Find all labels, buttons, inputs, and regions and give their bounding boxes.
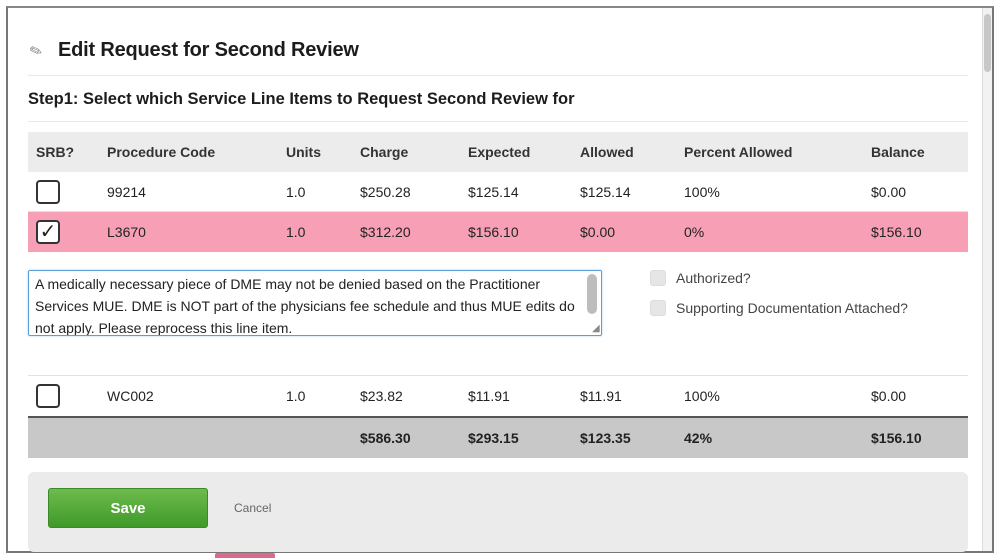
- allowed: $125.14: [580, 183, 631, 200]
- charge: $312.20: [360, 224, 411, 240]
- step-title: Step1: Select which Service Line Items t…: [28, 90, 575, 108]
- srb-checkbox[interactable]: [36, 179, 60, 204]
- col-allowed: Allowed: [580, 144, 634, 160]
- save-button[interactable]: Save: [48, 488, 208, 528]
- col-expected: Expected: [468, 144, 531, 160]
- procedure-code: WC002: [107, 388, 154, 404]
- window-scrollbar[interactable]: [982, 8, 992, 551]
- charge: $23.82: [360, 388, 403, 404]
- step-heading: Step1: Select which Service Line Items t…: [28, 78, 968, 122]
- table-row: WC002 1.0 $23.82 $11.91 $11.91 100% $0.0…: [28, 376, 968, 416]
- total-expected: $293.15: [468, 430, 519, 446]
- total-allowed: $123.35: [580, 430, 631, 446]
- total-percent-allowed: 42%: [684, 430, 713, 446]
- srb-checkbox-checked[interactable]: ✓: [36, 220, 60, 244]
- expected: $11.91: [468, 388, 510, 404]
- units: 1.0: [286, 224, 306, 240]
- supporting-docs-label: Supporting Documentation Attached?: [676, 300, 908, 316]
- allowed: $11.91: [580, 388, 622, 404]
- balance: $156.10: [871, 224, 922, 240]
- service-line-table: SRB? Procedure Code Units Charge Expecte…: [28, 132, 968, 458]
- col-procedure-code: Procedure Code: [107, 144, 216, 160]
- col-units: Units: [286, 144, 321, 160]
- total-charge: $586.30: [360, 430, 411, 446]
- col-percent-allowed: Percent Allowed: [684, 144, 793, 160]
- table-header-row: SRB? Procedure Code Units Charge Expecte…: [28, 132, 968, 172]
- procedure-code: 99214: [107, 183, 146, 200]
- modal-header: ✎ Edit Request for Second Review: [27, 26, 968, 76]
- cancel-link[interactable]: Cancel: [234, 501, 272, 515]
- totals-row: $586.30 $293.15 $123.35 42% $156.10: [28, 416, 968, 458]
- second-review-details: A medically necessary piece of DME may n…: [28, 252, 968, 376]
- table-row-selected: ✓ L3670 1.0 $312.20 $156.10 $0.00 0% $15…: [28, 212, 968, 252]
- balance: $0.00: [871, 183, 907, 200]
- units: 1.0: [286, 183, 306, 200]
- modal-frame: ✎ Edit Request for Second Review Step1: …: [6, 6, 994, 553]
- units: 1.0: [286, 388, 306, 404]
- scrollbar-thumb[interactable]: [984, 14, 991, 72]
- textarea-scroll-thumb[interactable]: [587, 274, 597, 314]
- supporting-docs-checkbox[interactable]: [650, 300, 666, 316]
- authorized-option[interactable]: Authorized?: [650, 270, 751, 286]
- expected: $156.10: [468, 224, 519, 240]
- top-strip: [0, 0, 998, 6]
- resize-grip-icon[interactable]: ◢: [592, 323, 600, 334]
- srb-checkbox[interactable]: [36, 384, 60, 408]
- total-balance: $156.10: [871, 430, 922, 446]
- percent-allowed: 100%: [684, 183, 720, 200]
- col-balance: Balance: [871, 144, 925, 160]
- balance: $0.00: [871, 388, 907, 404]
- page-title: Edit Request for Second Review: [58, 39, 359, 61]
- expected: $125.14: [468, 183, 519, 200]
- col-charge: Charge: [360, 144, 409, 160]
- authorized-label: Authorized?: [676, 270, 751, 286]
- percent-allowed: 100%: [684, 388, 720, 404]
- paperclip-icon: ✎: [27, 40, 46, 62]
- reason-textarea[interactable]: A medically necessary piece of DME may n…: [28, 270, 602, 336]
- form-footer: Save Cancel: [28, 472, 968, 552]
- table-row: 99214 1.0 $250.28 $125.14 $125.14 100% $…: [28, 172, 968, 212]
- procedure-code: L3670: [107, 224, 146, 240]
- charge: $250.28: [360, 183, 411, 200]
- authorized-checkbox[interactable]: [650, 270, 666, 286]
- percent-allowed: 0%: [684, 224, 705, 240]
- col-srb: SRB?: [36, 144, 75, 160]
- bottom-tab-indicator: [215, 553, 275, 558]
- supporting-docs-option[interactable]: Supporting Documentation Attached?: [650, 300, 908, 316]
- allowed: $0.00: [580, 224, 616, 240]
